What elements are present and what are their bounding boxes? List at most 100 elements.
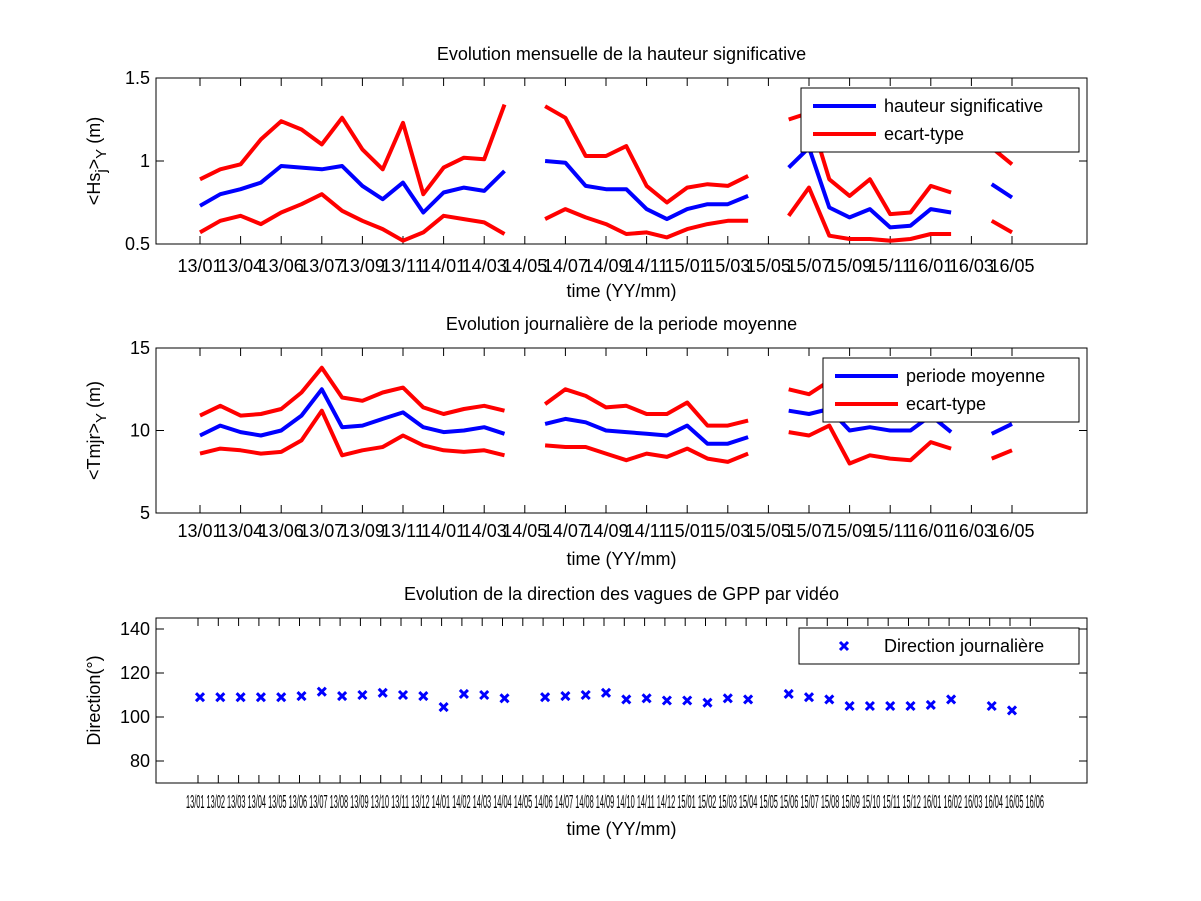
hs-chart-panel: Evolution mensuelle de la hauteur signif… (84, 44, 1088, 301)
y-tick-label: 100 (120, 707, 150, 727)
data-point (803, 692, 815, 703)
data-point (925, 699, 936, 710)
y-tick-label: 80 (130, 751, 150, 771)
data-point (743, 694, 754, 705)
y-axis-label-part: Y (93, 413, 110, 423)
x-tick-label: 13/01 (177, 256, 222, 276)
data-point (722, 693, 733, 704)
legend-label: ecart-type (884, 124, 964, 144)
x-tick-label: 16/01 (908, 521, 953, 541)
data-point (377, 687, 388, 698)
y-axis-label-part: Y (93, 149, 110, 159)
x-tick-label: 15/09 (827, 256, 872, 276)
tm-chart-panel: Evolution journalière de la periode moye… (84, 314, 1088, 569)
data-point (560, 691, 571, 702)
y-tick-label: 120 (120, 663, 150, 683)
x-tick-label: 15/01 (665, 256, 710, 276)
x-tick-label: 16/01 (908, 256, 953, 276)
x-tick-label: 15/07 (786, 521, 831, 541)
x-tick-label: 15/11 (868, 521, 912, 541)
x-tick-label: 14/05 (502, 256, 547, 276)
data-point (397, 689, 409, 701)
data-point (783, 688, 794, 699)
x-tick-label: 15/01 (665, 521, 710, 541)
x-tick-label: 15/09 (827, 521, 872, 541)
y-tick-label: 140 (120, 619, 150, 639)
x-tick-label: 13/07 (299, 256, 344, 276)
x-tick-label: 14/07 (543, 521, 588, 541)
data-point (864, 700, 875, 712)
data-point (540, 692, 551, 703)
x-tick-label: 14/11 (625, 256, 669, 276)
x-tick-label: 14/09 (583, 256, 628, 276)
x-tick-label: 13/06 (259, 256, 304, 276)
series-line-1 (199, 365, 1013, 428)
y-tick-label: 15 (130, 338, 150, 358)
data-point (682, 695, 693, 706)
chart-title: Evolution de la direction des vagues de … (404, 584, 839, 604)
data-point (600, 687, 612, 698)
chart-title: Evolution journalière de la periode moye… (446, 314, 797, 334)
data-point (194, 692, 206, 703)
data-point (641, 693, 652, 704)
y-tick-label: 10 (130, 421, 150, 441)
x-tick-label: 14/07 (543, 256, 588, 276)
series-line-0 (199, 145, 1014, 230)
x-tick-label: 14/11 (625, 521, 669, 541)
x-tick-label: 15/11 (868, 256, 912, 276)
data-point (702, 697, 713, 708)
data-point (235, 692, 246, 703)
data-point (215, 692, 226, 703)
x-tick-label: 13/11 (381, 256, 425, 276)
legend-label: periode moyenne (906, 366, 1045, 386)
x-tick-label: 16/05 (989, 256, 1034, 276)
x-tick-labels: 13/01 13/02 13/03 13/04 13/05 13/06 13/0… (186, 792, 1044, 812)
x-tick-label: 13/06 (259, 521, 304, 541)
legend-marker (838, 640, 850, 652)
data-point (255, 692, 266, 703)
x-tick-label: 14/01 (421, 256, 466, 276)
y-tick-label: 0.5 (125, 234, 150, 254)
x-axis-label: time (YY/mm) (567, 819, 677, 839)
series-line-2 (199, 185, 1013, 243)
y-tick-label: 1.5 (125, 68, 150, 88)
legend-label: hauteur significative (884, 96, 1043, 116)
data-point (844, 700, 855, 712)
x-tick-label: 16/05 (989, 521, 1034, 541)
x-tick-label: 14/03 (462, 256, 507, 276)
data-point (621, 694, 632, 705)
x-tick-label: 13/04 (218, 521, 263, 541)
data-point (946, 694, 957, 705)
x-tick-label: 13/07 (299, 521, 344, 541)
chart-title: Evolution mensuelle de la hauteur signif… (437, 44, 806, 64)
series-line-0 (199, 387, 1013, 446)
y-axis-label: <Tmjr>Y (m) (84, 381, 110, 480)
data-point (905, 700, 916, 712)
x-axis-label: time (YY/mm) (567, 549, 677, 569)
y-axis-label-part: <Hs (84, 173, 104, 206)
x-tick-label: 16/03 (949, 521, 994, 541)
y-axis-label-part: > (84, 159, 104, 170)
x-axis-label: time (YY/mm) (567, 281, 677, 301)
x-tick-label: 14/09 (583, 521, 628, 541)
x-tick-label: 15/03 (705, 521, 750, 541)
x-tick-label: 15/07 (786, 256, 831, 276)
y-tick-label: 5 (140, 503, 150, 523)
data-point (458, 688, 469, 699)
x-tick-label: 13/09 (340, 256, 385, 276)
y-tick-label: 1 (140, 151, 150, 171)
x-tick-label: 16/03 (949, 256, 994, 276)
data-point (1006, 705, 1018, 716)
data-point (296, 691, 307, 702)
x-tick-label: 13/11 (381, 521, 425, 541)
data-point (337, 691, 348, 702)
x-tick-label: 14/01 (421, 521, 466, 541)
y-axis-label: Direction(°) (84, 655, 104, 745)
data-point (580, 689, 591, 701)
data-point (438, 702, 449, 713)
x-tick-label: 13/09 (340, 521, 385, 541)
x-tick-label: 13/04 (218, 256, 263, 276)
legend-label: Direction journalière (884, 636, 1044, 656)
y-axis-label: <Hsj>Y (m) (84, 117, 110, 205)
